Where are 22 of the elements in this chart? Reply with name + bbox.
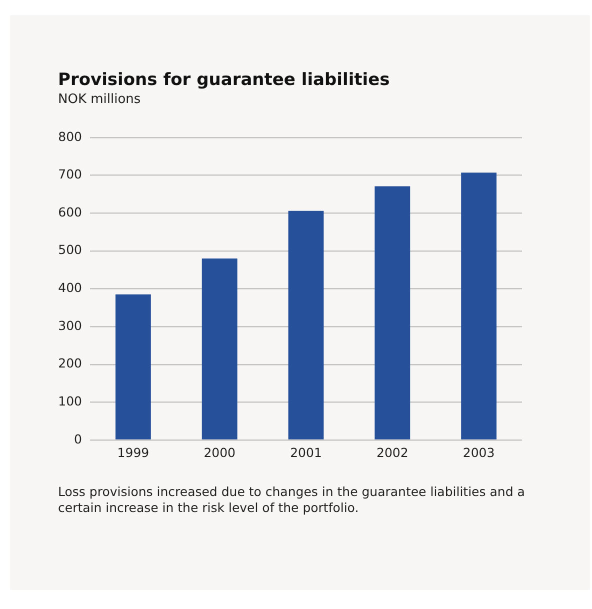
y-tick-label: 700 — [58, 166, 82, 182]
text: Loss provisions increased due to changes in the guarantee liabilities and a certain increase in the risk level of the portfolio. — [58, 484, 526, 516]
y-tick-label: 400 — [58, 280, 82, 295]
y-tick-label: 200 — [58, 356, 82, 371]
x-tick-label: 2002 — [376, 444, 408, 460]
y-tick-label: 0 — [74, 431, 82, 446]
bar — [202, 258, 238, 440]
y-tick-label: 300 — [58, 318, 82, 333]
bar — [115, 294, 151, 440]
y-tick-label: 600 — [58, 204, 82, 220]
chart-subtitle: NOK millions — [58, 92, 141, 107]
x-tick-label: 2003 — [462, 444, 495, 460]
bar — [288, 210, 324, 440]
x-tick-label: 1999 — [117, 444, 150, 460]
chart-title: Provisions for guarantee liabilities — [58, 70, 390, 90]
bar — [374, 186, 410, 440]
x-tick-label: 2001 — [290, 444, 322, 460]
bar — [461, 172, 497, 440]
y-tick-label: 800 — [58, 128, 82, 144]
y-tick-label: 100 — [58, 393, 82, 408]
x-tick-label: 2000 — [204, 444, 236, 460]
y-tick-label: 500 — [58, 242, 82, 258]
